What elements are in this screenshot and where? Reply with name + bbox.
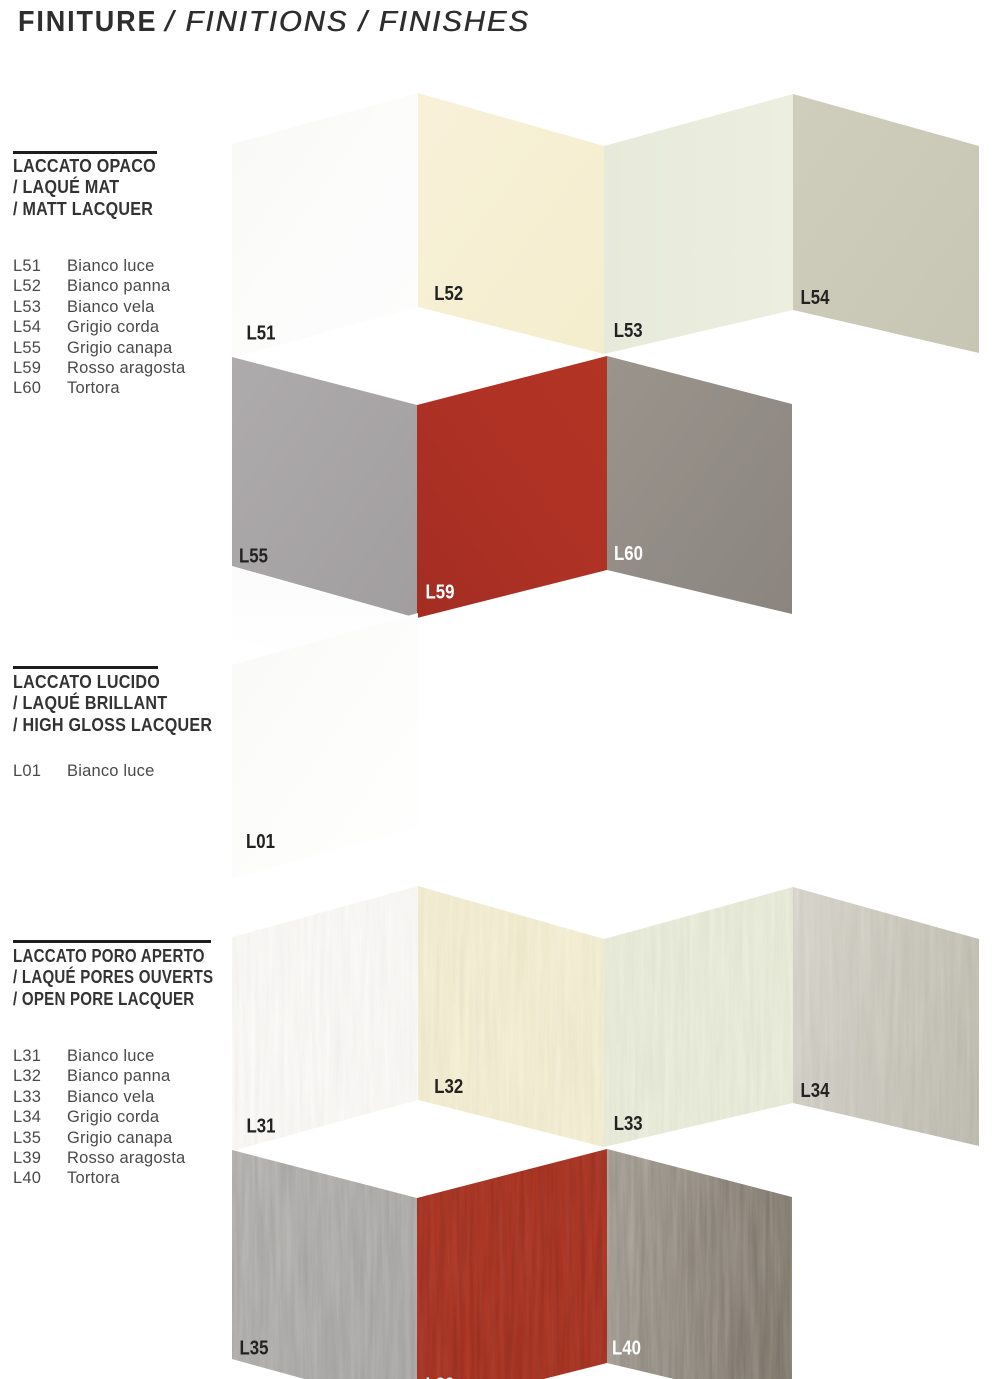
svg-text:L01: L01 (246, 830, 275, 853)
svg-text:L34: L34 (801, 1079, 831, 1102)
svg-text:L32: L32 (434, 1075, 463, 1098)
svg-text:L39: L39 (426, 1373, 455, 1379)
svg-text:L54: L54 (801, 286, 831, 309)
svg-text:L33: L33 (614, 1112, 643, 1135)
svg-text:L51: L51 (247, 321, 276, 344)
svg-text:L55: L55 (239, 544, 268, 567)
svg-text:L53: L53 (614, 319, 643, 342)
svg-text:L52: L52 (434, 282, 463, 305)
svg-text:L31: L31 (247, 1114, 276, 1137)
svg-text:L59: L59 (426, 580, 455, 603)
svg-text:L60: L60 (614, 542, 643, 565)
svg-text:L40: L40 (612, 1336, 641, 1359)
svg-text:L35: L35 (240, 1336, 269, 1359)
